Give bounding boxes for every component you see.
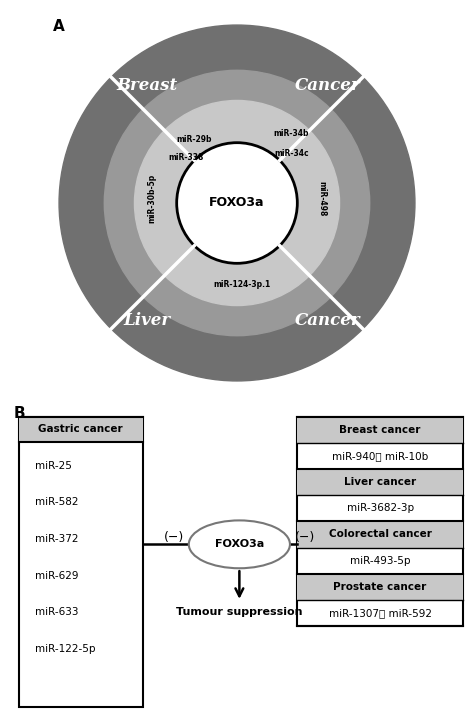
Text: FOXO3a: FOXO3a	[209, 196, 265, 210]
Text: Breast cancer: Breast cancer	[339, 425, 421, 435]
Text: FOXO3a: FOXO3a	[215, 539, 264, 550]
FancyBboxPatch shape	[297, 417, 463, 443]
Text: (−): (−)	[164, 531, 184, 544]
Text: miR-338: miR-338	[169, 153, 204, 162]
FancyBboxPatch shape	[297, 469, 463, 495]
Text: miR-124-3p.1: miR-124-3p.1	[213, 280, 270, 289]
Text: Colorectal cancer: Colorectal cancer	[328, 529, 431, 539]
Circle shape	[177, 143, 297, 263]
Text: miR-493-5p: miR-493-5p	[350, 555, 410, 566]
Text: miR-29b: miR-29b	[176, 135, 212, 144]
FancyBboxPatch shape	[18, 417, 143, 707]
Text: miR-1307、 miR-592: miR-1307、 miR-592	[328, 608, 431, 618]
Ellipse shape	[189, 521, 290, 568]
FancyBboxPatch shape	[297, 417, 463, 626]
Text: miR-940、 miR-10b: miR-940、 miR-10b	[332, 451, 428, 461]
FancyBboxPatch shape	[297, 573, 463, 600]
Text: miR-498: miR-498	[318, 181, 327, 216]
FancyBboxPatch shape	[297, 521, 463, 547]
Text: miR-34c: miR-34c	[274, 149, 309, 158]
FancyBboxPatch shape	[18, 417, 143, 442]
Text: miR-629: miR-629	[35, 571, 78, 581]
Text: Cancer: Cancer	[295, 77, 360, 94]
Text: miR-30b-5p: miR-30b-5p	[147, 174, 156, 223]
Text: A: A	[53, 19, 65, 34]
Text: miR-582: miR-582	[35, 497, 78, 507]
Circle shape	[59, 25, 415, 381]
Text: miR-122-5p: miR-122-5p	[35, 644, 95, 654]
Text: miR-25: miR-25	[35, 460, 72, 471]
Circle shape	[104, 70, 370, 336]
Circle shape	[135, 101, 339, 305]
Text: B: B	[13, 405, 25, 420]
Text: Liver cancer: Liver cancer	[344, 477, 416, 487]
Text: miR-372: miR-372	[35, 534, 78, 544]
Text: Prostate cancer: Prostate cancer	[333, 581, 427, 592]
Text: Tumour suppression: Tumour suppression	[176, 608, 302, 618]
Text: miR-34b: miR-34b	[273, 129, 309, 138]
Text: Liver: Liver	[123, 312, 170, 329]
Text: miR-3682-3p: miR-3682-3p	[346, 503, 414, 513]
Text: Gastric cancer: Gastric cancer	[38, 424, 123, 434]
Text: (−): (−)	[294, 531, 315, 544]
Text: Cancer: Cancer	[295, 312, 360, 329]
Text: Breast: Breast	[116, 77, 177, 94]
Text: miR-633: miR-633	[35, 608, 78, 617]
